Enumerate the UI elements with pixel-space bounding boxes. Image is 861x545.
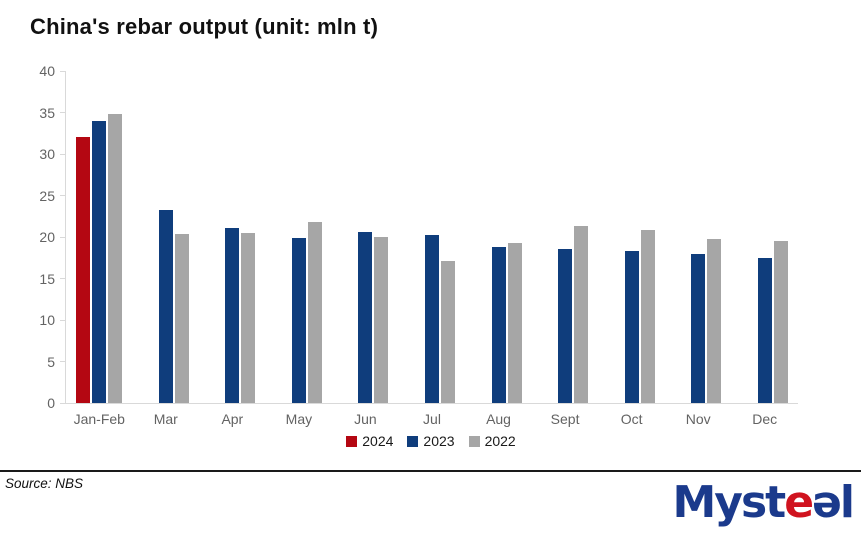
x-tick-label: Jul	[423, 411, 441, 427]
bar-2023-Dec	[757, 257, 772, 403]
legend-label: 2022	[484, 433, 516, 449]
x-tick-label: May	[285, 411, 313, 427]
legend: 2024 2023 2022	[65, 433, 797, 449]
plot-area: 0 5 10 15 20 25 30 35 40 Jan-Feb Mar Apr May Jun Jul Au…	[39, 63, 798, 427]
legend-item-2024: 2024	[346, 433, 393, 449]
bar-2023-Apr	[225, 227, 240, 403]
x-tick-label: Apr	[221, 411, 244, 427]
legend-swatch-icon	[346, 435, 358, 447]
bar-2022-May	[307, 222, 322, 403]
footer-divider	[0, 470, 861, 472]
legend-swatch-icon	[407, 435, 419, 447]
legend-label: 2024	[362, 433, 394, 449]
bar-2024-Jan-Feb	[76, 136, 91, 403]
bar-2022-Jul	[441, 261, 455, 403]
y-tick-mark	[60, 153, 66, 155]
x-tick-label: Dec	[752, 411, 778, 427]
y-tick-mark	[60, 195, 66, 196]
y-tick-label: 35	[39, 104, 55, 121]
y-tick-mark	[60, 278, 66, 279]
logo-e-schwa: ə	[812, 477, 842, 528]
bar-2022-Dec	[773, 241, 788, 403]
y-tick-label: 5	[47, 353, 55, 370]
bar-2023-Jan-Feb	[92, 120, 107, 403]
bar-2022-Aug	[507, 242, 522, 403]
bar-2023-Nov	[691, 254, 706, 403]
y-tick-label: 0	[47, 395, 55, 411]
x-tick-label: Jun	[354, 411, 377, 427]
y-tick-label: 30	[39, 146, 55, 162]
bar-2023-Aug	[491, 246, 506, 403]
logo-text-l: l	[839, 477, 855, 528]
x-tick-label: Mar	[153, 411, 178, 427]
x-tick-label: Jan-Feb	[73, 411, 125, 427]
y-tick-mark	[60, 319, 66, 321]
legend-swatch-icon	[468, 435, 480, 447]
bar-2022-Apr	[241, 232, 256, 403]
y-tick-label: 15	[39, 270, 55, 287]
source-note: Source: NBS	[5, 476, 84, 491]
bar-2022-Mar	[174, 233, 189, 403]
legend-item-2022: 2022	[468, 433, 516, 449]
x-tick-label: Nov	[685, 411, 711, 427]
bar-2023-May	[291, 237, 306, 403]
x-tick-label: Aug	[486, 411, 511, 427]
bar-2023-Oct	[624, 251, 639, 403]
x-tick-label: Sept	[550, 411, 580, 427]
y-tick-label: 20	[39, 229, 55, 245]
y-tick-mark	[60, 236, 66, 238]
y-tick-mark	[60, 70, 66, 72]
bar-2023-Jul	[425, 235, 439, 403]
legend-item-2023: 2023	[407, 433, 455, 449]
y-tick-mark	[60, 402, 66, 404]
x-tick-label: Oct	[620, 411, 643, 427]
legend-label: 2023	[423, 433, 455, 449]
chart-title: China's rebar output (unit: mln t)	[30, 14, 379, 39]
bar-2022-Jun	[374, 237, 389, 403]
bar-2023-Jun	[358, 232, 373, 403]
logo-text-myst: Myst	[672, 477, 787, 528]
y-tick-label: 25	[39, 187, 55, 204]
bar-2022-Oct	[640, 229, 655, 403]
bar-2023-Mar	[158, 209, 173, 403]
bar-2022-Jan-Feb	[108, 114, 123, 403]
mysteel-logo: Mysteəl	[672, 477, 855, 528]
bar-2022-Nov	[707, 238, 722, 403]
y-tick-mark	[60, 112, 66, 113]
y-tick-mark	[60, 361, 66, 362]
bar-2022-Sept	[574, 226, 589, 403]
y-tick-label: 10	[39, 312, 55, 328]
y-tick-label: 40	[39, 63, 55, 79]
logo-e-red-icon: e	[784, 477, 814, 528]
bar-2023-Sept	[558, 249, 573, 403]
